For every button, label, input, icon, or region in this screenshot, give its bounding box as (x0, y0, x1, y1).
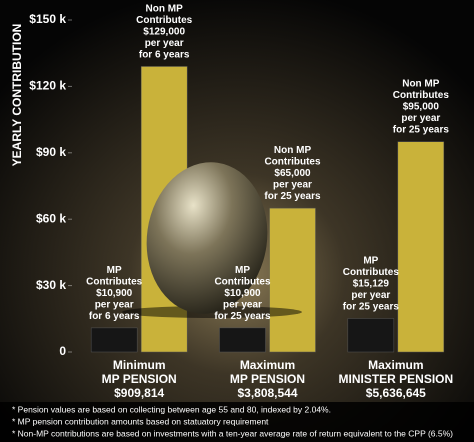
bar (269, 207, 316, 353)
footnote: * Pension values are based on collecting… (12, 404, 331, 414)
data-label: Contributes (264, 157, 321, 168)
y-tick-label: $60 k (36, 211, 66, 225)
data-label: $10,900 (96, 288, 133, 299)
bar (397, 141, 445, 353)
x-tick-label: $3,808,544 (237, 386, 297, 400)
x-tick-label: Maximum (240, 358, 295, 372)
data-label: Contributes (86, 276, 143, 287)
data-label: Non MP (402, 79, 440, 90)
x-tick-label: MINISTER PENSION (338, 372, 453, 386)
x-tick-label: $909,814 (114, 386, 164, 400)
x-tick-label: MP PENSION (230, 372, 305, 386)
x-tick-label: $5,636,645 (366, 386, 426, 400)
data-label: MP (363, 255, 378, 266)
data-label: $10,900 (224, 288, 261, 299)
data-label: for 25 years (214, 311, 271, 322)
y-tick-label: $90 k (36, 145, 66, 159)
data-label: Contributes (136, 15, 193, 26)
data-label: per year (223, 299, 262, 310)
y-tick-label: $120 k (29, 79, 66, 93)
data-label: per year (351, 290, 390, 301)
y-tick-label: $150 k (29, 12, 66, 26)
data-label: for 25 years (264, 191, 321, 202)
footer-band (0, 402, 474, 442)
footnote: * MP pension contribution amounts based … (12, 416, 269, 426)
data-label: Contributes (343, 267, 400, 278)
data-label: MP (235, 265, 250, 276)
x-tick-label: Minimum (113, 358, 166, 372)
bar (347, 318, 395, 353)
footnote: * Non-MP contributions are based on inve… (12, 428, 453, 438)
egg (122, 162, 302, 318)
data-label: for 6 years (139, 49, 190, 60)
data-label: per year (401, 113, 440, 124)
data-label: for 6 years (89, 311, 140, 322)
data-label: per year (273, 180, 312, 191)
data-label: $129,000 (143, 26, 185, 37)
x-tick-label: MP PENSION (102, 372, 177, 386)
data-label: Non MP (274, 145, 312, 156)
data-label: $15,129 (353, 278, 390, 289)
y-tick-label: $30 k (36, 278, 66, 292)
x-tick-label: Maximum (368, 358, 423, 372)
bar (90, 327, 138, 353)
data-label: Contributes (393, 90, 450, 101)
data-label: per year (95, 299, 134, 310)
data-label: Non MP (146, 3, 184, 14)
data-label: for 25 years (393, 125, 450, 136)
bar (219, 327, 266, 353)
data-label: Contributes (214, 276, 271, 287)
y-tick-label: 0 (59, 344, 66, 358)
y-axis-title: YEARLY CONTRIBUTION (10, 24, 24, 167)
data-label: per year (145, 38, 184, 49)
data-label: $95,000 (403, 102, 440, 113)
data-label: for 25 years (343, 301, 400, 312)
data-label: $65,000 (274, 168, 311, 179)
data-label: MP (107, 265, 122, 276)
